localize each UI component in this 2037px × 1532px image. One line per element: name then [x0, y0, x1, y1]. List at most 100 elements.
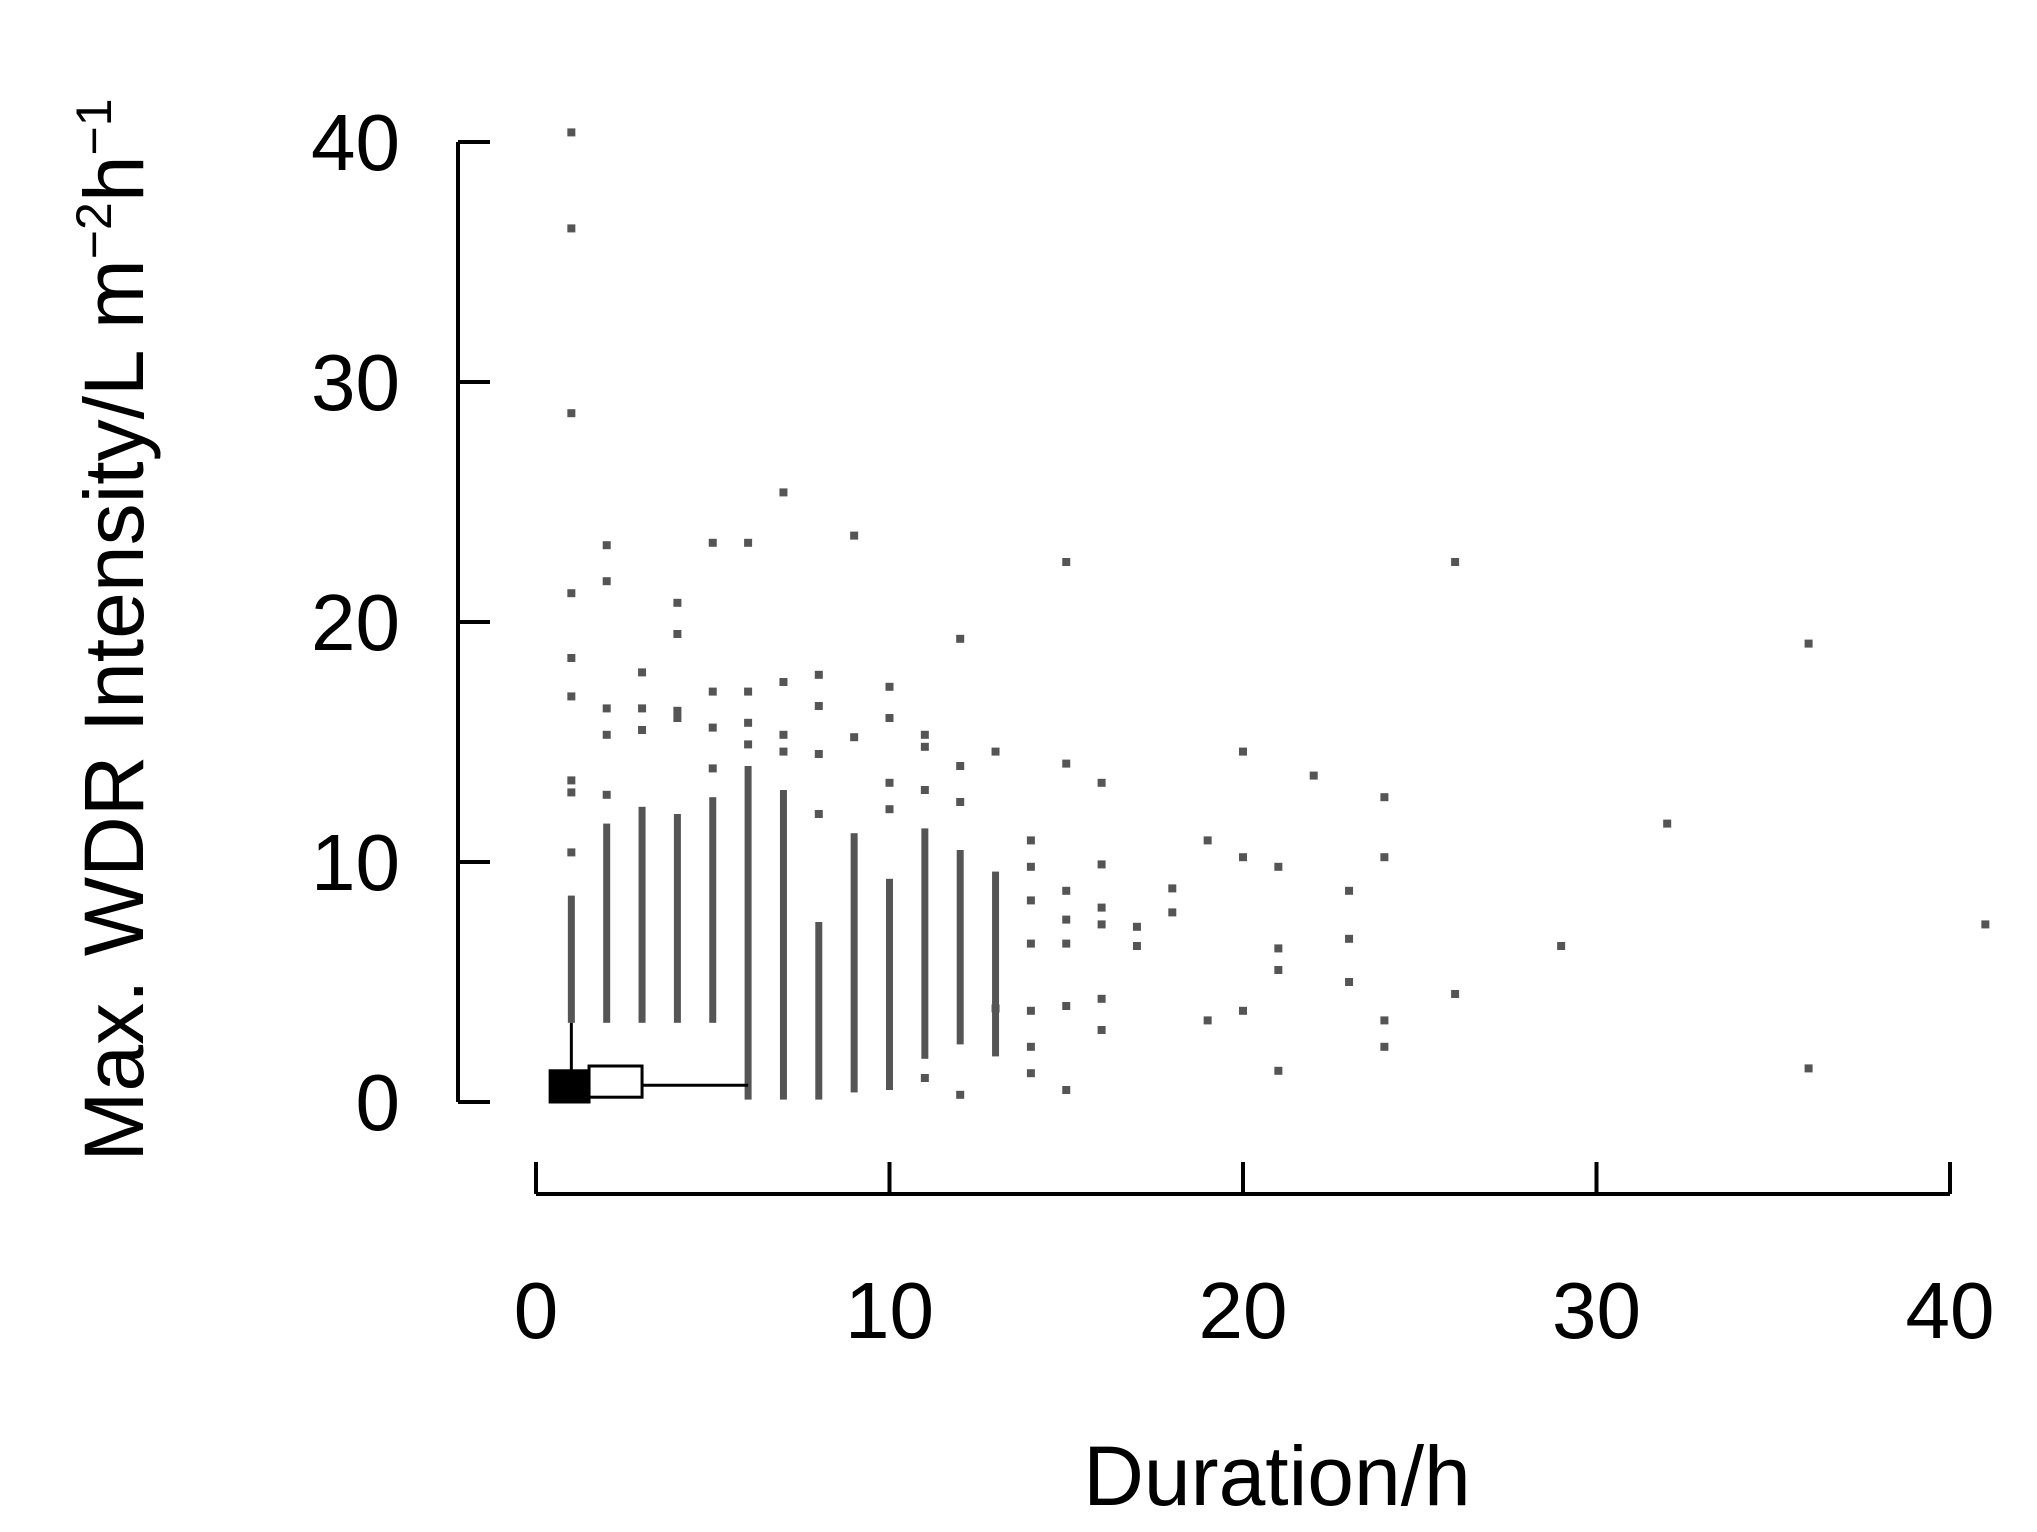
y-axis-title-sup2: −1	[66, 98, 122, 155]
boxplot	[548, 1022, 749, 1104]
x-ticks: 0 10 20 30 40	[514, 1162, 1995, 1355]
data-point	[1981, 920, 1990, 929]
range-bar	[779, 790, 787, 1100]
y-tick-label: 40	[311, 98, 400, 187]
range-bar	[603, 823, 611, 1023]
range-bar	[567, 895, 575, 1023]
data-point	[1026, 1069, 1035, 1078]
range-bar	[744, 766, 752, 1100]
data-point	[1274, 966, 1283, 974]
data-point	[1026, 862, 1035, 871]
y-axis-title-main: Max. WDR Intensity/L m	[67, 259, 161, 1161]
data-point	[708, 764, 717, 773]
data-point	[885, 778, 894, 787]
data-point	[885, 714, 894, 722]
data-point	[885, 682, 894, 691]
boxplot-open-box	[587, 1064, 644, 1099]
data-point	[920, 786, 929, 794]
y-tick-label: 30	[311, 338, 400, 427]
data-point	[1203, 1016, 1212, 1025]
range-bar	[850, 833, 858, 1093]
data-point	[567, 692, 576, 701]
data-point	[1168, 884, 1177, 893]
data-point	[708, 538, 717, 547]
data-point	[1203, 836, 1212, 845]
data-point	[1274, 944, 1283, 953]
data-point	[814, 702, 823, 710]
data-point	[850, 531, 859, 540]
data-point	[991, 747, 1000, 756]
data-point	[1062, 939, 1071, 948]
data-point	[1026, 836, 1035, 845]
data-point	[1132, 922, 1141, 931]
range-bar	[992, 871, 1000, 1057]
range-bar	[956, 850, 964, 1045]
data-point	[638, 704, 647, 713]
data-point	[850, 733, 859, 742]
data-point	[1239, 853, 1247, 862]
range-bar	[815, 922, 823, 1100]
data-point	[920, 730, 929, 739]
data-point	[1380, 1042, 1389, 1051]
data-point	[602, 730, 611, 739]
data-points	[567, 128, 1990, 1099]
data-point	[779, 678, 788, 686]
data-point	[744, 538, 753, 547]
data-point	[1663, 819, 1672, 828]
data-point	[1274, 1066, 1283, 1075]
data-point	[673, 630, 682, 638]
data-point	[1062, 886, 1071, 895]
data-point	[1380, 1016, 1389, 1025]
data-point	[708, 723, 717, 732]
data-point	[708, 687, 717, 696]
y-ticks: 0 10 20 30 40	[311, 98, 490, 1147]
data-point	[779, 730, 788, 739]
data-point	[1274, 862, 1283, 871]
data-point	[602, 541, 611, 550]
data-point	[1097, 860, 1106, 869]
data-point	[956, 762, 965, 770]
x-tick-label: 40	[1906, 1266, 1995, 1355]
range-bar	[638, 806, 646, 1023]
data-point	[1097, 1026, 1106, 1034]
data-point	[1062, 759, 1071, 768]
x-tick-label: 30	[1552, 1266, 1641, 1355]
data-point	[1097, 920, 1106, 929]
data-point	[1557, 942, 1566, 950]
data-point	[956, 798, 965, 806]
data-point	[956, 1090, 965, 1099]
data-point	[1345, 978, 1354, 986]
data-point	[814, 750, 823, 758]
x-tick-label: 0	[514, 1266, 559, 1355]
data-point	[991, 1004, 1000, 1013]
data-point	[814, 810, 823, 818]
range-bars	[567, 766, 1000, 1100]
data-point	[1097, 778, 1106, 787]
data-point	[1451, 990, 1460, 998]
data-point	[779, 488, 788, 497]
y-axis-title-sup1: −2	[66, 202, 122, 259]
data-point	[1097, 903, 1106, 912]
data-point	[1804, 639, 1813, 648]
data-point	[567, 788, 576, 797]
data-point	[1062, 1002, 1071, 1010]
data-point	[744, 718, 753, 727]
data-point	[1804, 1064, 1813, 1073]
data-point	[956, 634, 965, 643]
data-point	[1380, 853, 1389, 862]
data-point	[1062, 1086, 1071, 1094]
data-point	[1026, 1006, 1035, 1015]
data-point	[567, 128, 576, 137]
data-point	[1239, 747, 1247, 756]
data-point	[602, 790, 611, 799]
y-axis-title-mid: h	[67, 155, 161, 202]
x-tick-label: 10	[845, 1266, 934, 1355]
data-point	[1097, 994, 1106, 1003]
x-axis-title: Duration/h	[1083, 1429, 1471, 1523]
data-point	[673, 598, 682, 607]
data-point	[814, 670, 823, 679]
range-bar	[886, 878, 893, 1090]
data-point	[638, 726, 647, 734]
data-point	[1026, 896, 1035, 905]
